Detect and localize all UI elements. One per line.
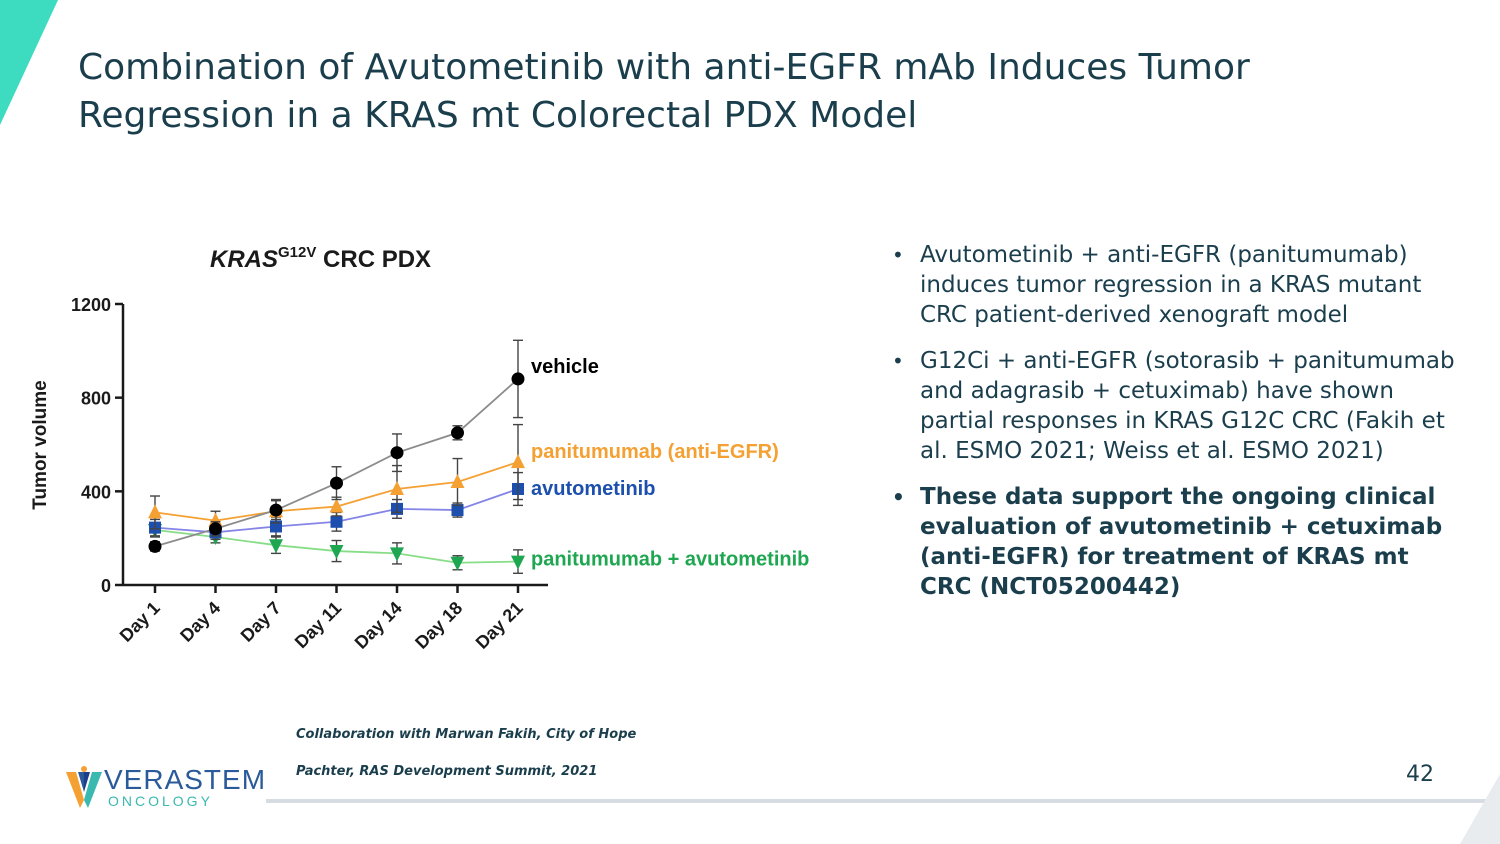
- y-tick-label: 800: [81, 389, 111, 409]
- chart-title-rest: CRC PDX: [316, 246, 431, 273]
- x-tick-label: Day 18: [411, 598, 466, 653]
- data-point-triangle-down: [511, 555, 525, 570]
- slide-title-line-1: Combination of Avutometinib with anti-EG…: [78, 47, 1250, 88]
- data-point-triangle-up: [390, 480, 404, 495]
- data-point-circle: [451, 426, 464, 440]
- series-label: avutometinib: [531, 478, 655, 500]
- x-tick-label: Day 1: [116, 598, 164, 646]
- logo-name: VERASTEM: [104, 764, 267, 795]
- x-tick-label: Day 21: [472, 598, 527, 653]
- y-tick-label: 400: [81, 482, 111, 502]
- data-point-square: [451, 504, 464, 517]
- data-point-square: [330, 515, 343, 528]
- bullet-item: G12Ci + anti-EGFR (sotorasib + panitumum…: [890, 346, 1460, 466]
- chart-title: KRASG12V CRC PDX: [210, 244, 431, 273]
- data-point-triangle-up: [511, 454, 525, 469]
- data-point-circle: [511, 372, 525, 386]
- gray-corner-shape: [1460, 774, 1500, 844]
- verastem-v-icon: [66, 766, 102, 808]
- data-point-triangle-up: [329, 498, 344, 513]
- series-vehicle: [148, 339, 525, 553]
- bullet-list: Avutometinib + anti-EGFR (panitumumab) i…: [890, 240, 1460, 618]
- collaboration-note: Collaboration with Marwan Fakih, City of…: [296, 727, 637, 742]
- bullet-item: These data support the ongoing clinical …: [890, 482, 1460, 602]
- page-number: 42: [1406, 762, 1434, 787]
- teal-corner-shape: [0, 0, 58, 125]
- slide-title-line-2: Regression in a KRAS mt Colorectal PDX M…: [78, 95, 918, 136]
- data-point-circle: [148, 539, 162, 553]
- tumor-volume-line-chart: KRASG12V CRC PDX Tumor volume 0 400 800 120…: [30, 244, 809, 653]
- data-point-circle: [330, 476, 343, 490]
- corner-accent-top-left: [0, 0, 58, 125]
- series-label: vehicle: [531, 356, 599, 378]
- chart-title-main: KRAS: [210, 246, 278, 273]
- data-point-triangle-up: [208, 512, 223, 527]
- series-labels: vehicle panitumumab (anti-EGFR) avutometin…: [531, 356, 809, 571]
- chart-plot-area: [148, 339, 525, 574]
- data-point-triangle-down: [390, 547, 404, 562]
- verastem-logo: VERASTEM ONCOLOGY: [64, 764, 267, 814]
- data-point-circle: [209, 522, 222, 536]
- corner-accent-bottom-right: [1460, 774, 1500, 844]
- data-point-triangle-down: [269, 539, 283, 554]
- citation-note: Pachter, RAS Development Summit, 2021: [296, 764, 598, 779]
- data-point-circle: [269, 503, 283, 517]
- y-tick-label: 1200: [71, 295, 111, 315]
- series-panitumumab-anti-egfr-: [148, 423, 525, 531]
- data-point-circle: [390, 446, 404, 460]
- slide-title: Combination of Avutometinib with anti-EG…: [78, 44, 1408, 140]
- data-point-triangle-down: [450, 556, 465, 571]
- x-tick-label: Day 7: [237, 598, 285, 646]
- data-point-triangle-up: [450, 473, 465, 488]
- series-label: panitumumab + avutometinib: [531, 549, 809, 571]
- x-tick-label: Day 4: [176, 598, 224, 646]
- chart-title-superscript: G12V: [278, 244, 316, 261]
- y-tick-label: 0: [101, 576, 111, 596]
- y-axis-label: Tumor volume: [30, 380, 51, 510]
- logo-tagline: ONCOLOGY: [108, 793, 213, 809]
- footer-divider: [266, 799, 1500, 803]
- x-tick-label: Day 14: [351, 598, 406, 653]
- data-point-triangle-down: [329, 545, 344, 560]
- data-point-triangle-up: [148, 504, 162, 519]
- bullet-item: Avutometinib + anti-EGFR (panitumumab) i…: [890, 240, 1460, 330]
- x-tick-label: Day 11: [291, 598, 345, 652]
- series-label: panitumumab (anti-EGFR): [531, 441, 779, 463]
